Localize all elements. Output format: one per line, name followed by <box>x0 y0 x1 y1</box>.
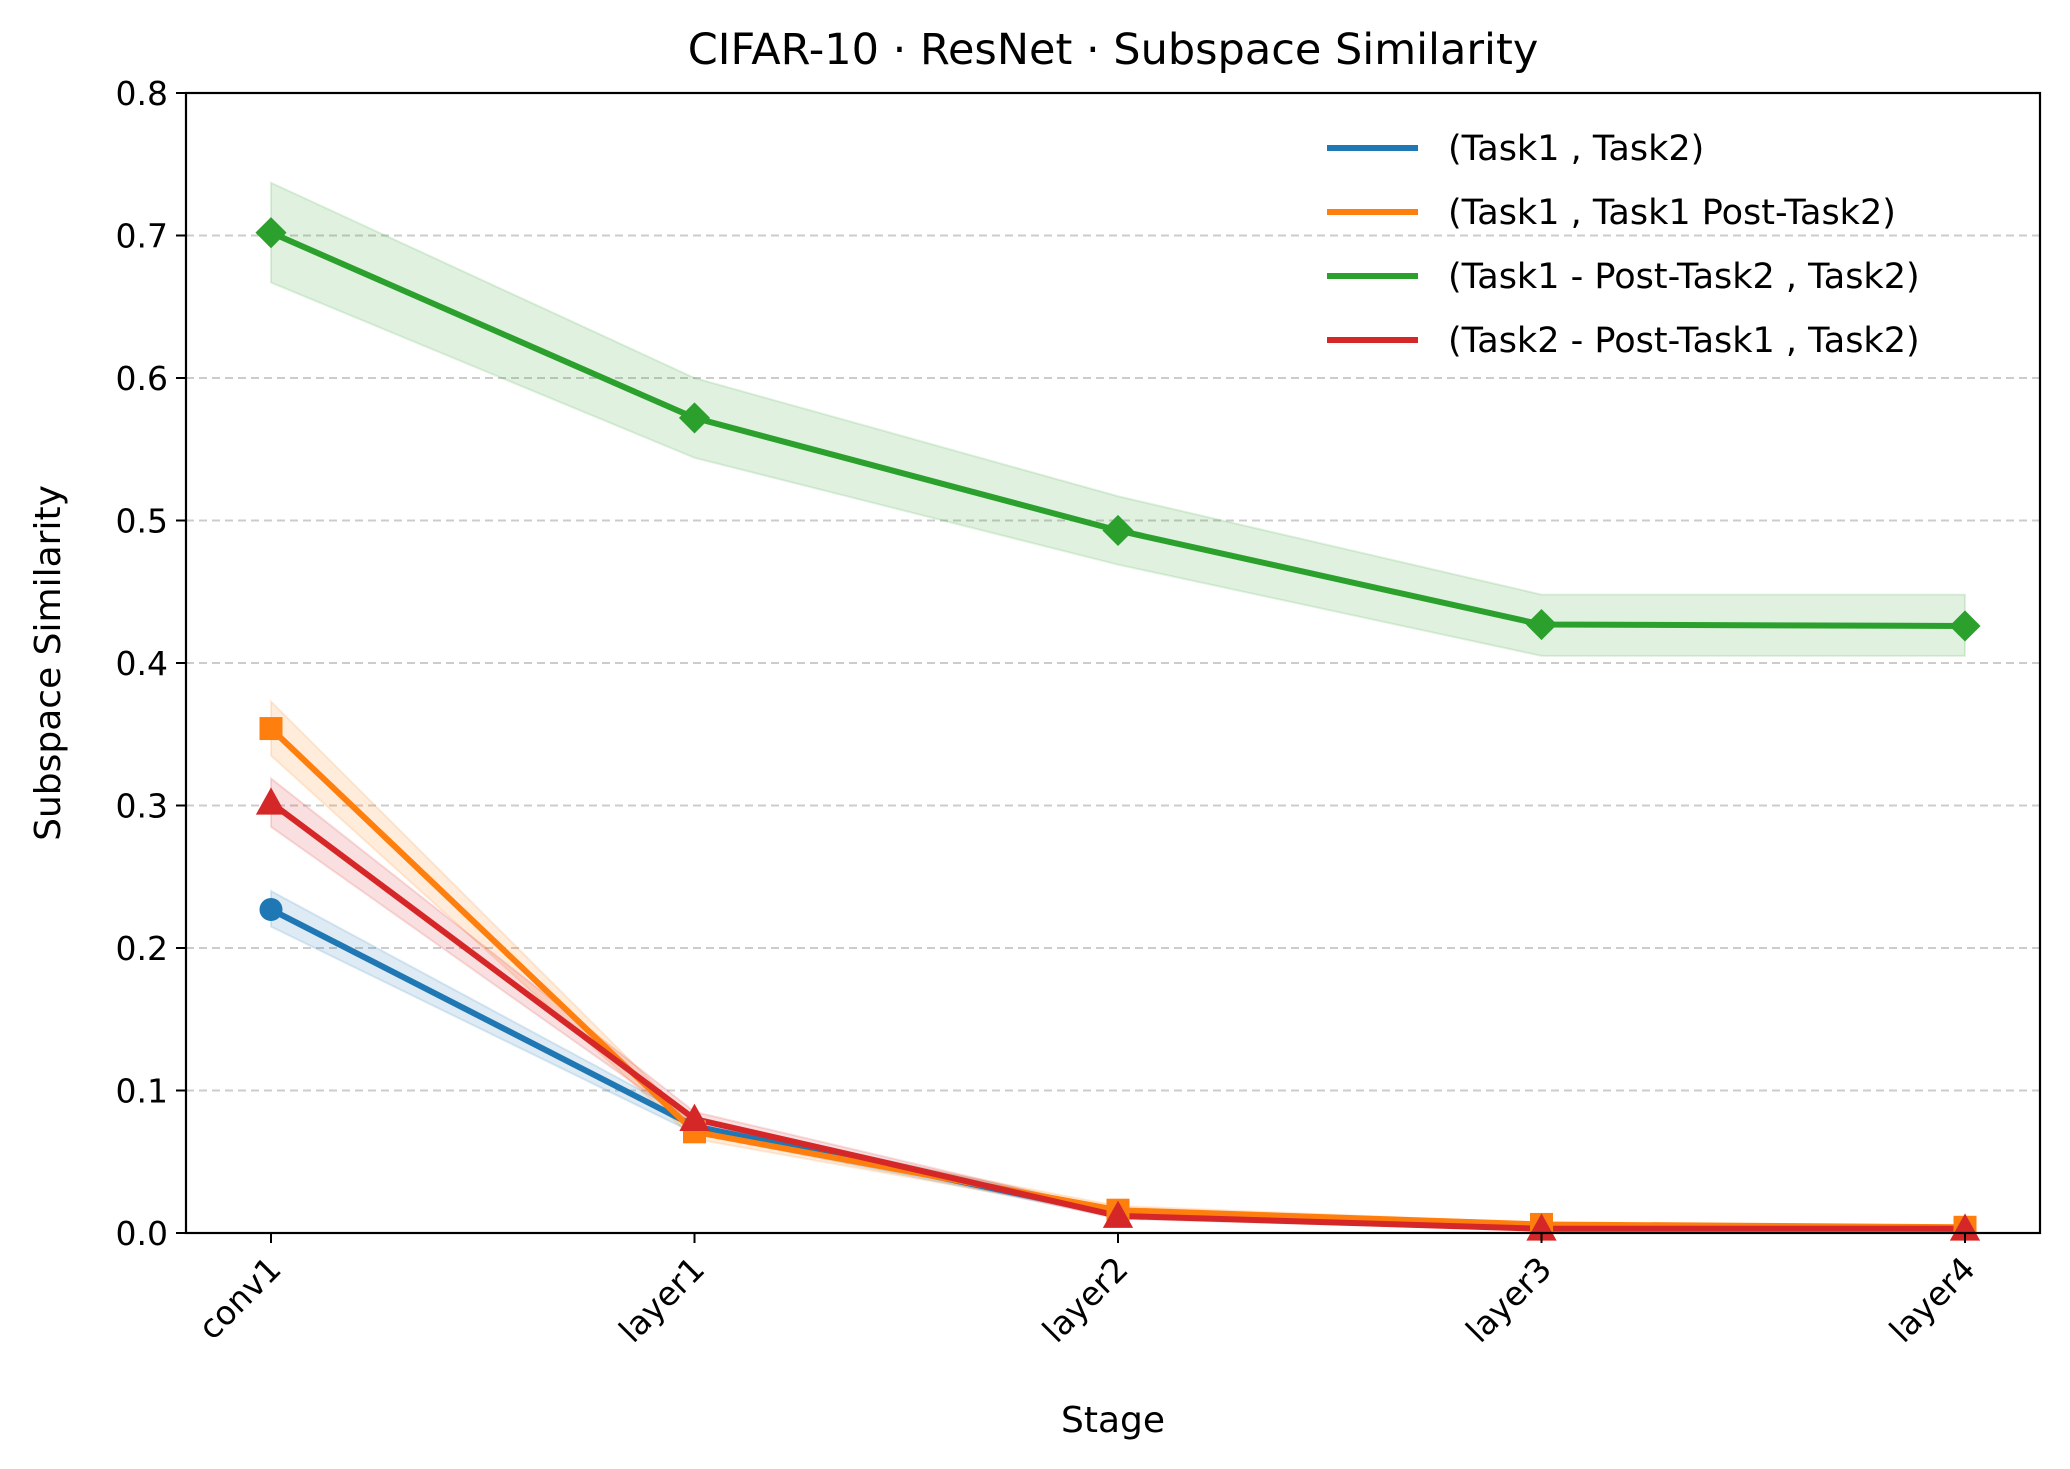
point-task1-post-task2 <box>1949 610 1981 642</box>
band-task1-task2 <box>270 889 1966 1232</box>
y-tick-label: 0.2 <box>116 929 168 968</box>
y-axis: 0.0 0.1 0.2 0.3 0.4 0.5 0.6 0.7 0.8 <box>116 74 186 1253</box>
point-task1-post-task2 <box>255 217 287 249</box>
point-task2-post-task1 <box>255 787 287 815</box>
legend-label: (Task2 - Post-Task1 , Task2) <box>1448 321 1920 361</box>
x-axis-label: Stage <box>1061 1400 1165 1441</box>
legend-label: (Task1 - Post-Task2 , Task2) <box>1448 257 1920 297</box>
y-axis-label: Subspace Similarity <box>28 485 69 841</box>
point-task1-post-task2 <box>1525 608 1558 641</box>
y-tick-label: 0.1 <box>116 1072 168 1111</box>
legend: (Task1 , Task2) (Task1 , Task1 Post-Task2… <box>1327 129 1920 361</box>
point-task1-post-task2 <box>1102 514 1134 547</box>
x-tick-label: layer2 <box>1035 1249 1136 1350</box>
x-tick-label: layer4 <box>1882 1249 1983 1350</box>
line-task2-post-task1 <box>269 800 1965 1232</box>
chart-title: CIFAR-10 · ResNet · Subspace Similarity <box>688 25 1539 75</box>
y-tick-label: 0.8 <box>116 74 168 113</box>
point-task1-task1-post <box>259 717 283 741</box>
x-tick-label: conv1 <box>191 1249 289 1347</box>
y-tick-label: 0.7 <box>116 217 168 256</box>
point-task1-task2 <box>259 898 283 922</box>
band-task1-task1-post <box>270 699 1966 1230</box>
point-task2-post-task1 <box>679 1103 710 1131</box>
y-tick-label: 0.3 <box>116 787 168 826</box>
point-task2-post-task1 <box>1102 1200 1134 1228</box>
band-task2-post-task1 <box>270 776 1966 1232</box>
band-task1-post-task2 <box>270 181 1966 657</box>
y-tick-label: 0.4 <box>116 644 168 683</box>
x-tick-label: layer3 <box>1458 1249 1559 1350</box>
legend-label: (Task1 , Task2) <box>1448 129 1704 169</box>
x-tick-label: layer1 <box>611 1249 712 1350</box>
y-tick-label: 0.5 <box>116 502 168 541</box>
y-tick-label: 0.0 <box>116 1214 168 1253</box>
x-axis: conv1 layer1 layer2 layer3 layer4 <box>191 1233 1983 1350</box>
point-task1-post-task2 <box>678 402 711 434</box>
y-tick-label: 0.6 <box>116 359 168 398</box>
legend-label: (Task1 , Task1 Post-Task2) <box>1448 193 1896 233</box>
